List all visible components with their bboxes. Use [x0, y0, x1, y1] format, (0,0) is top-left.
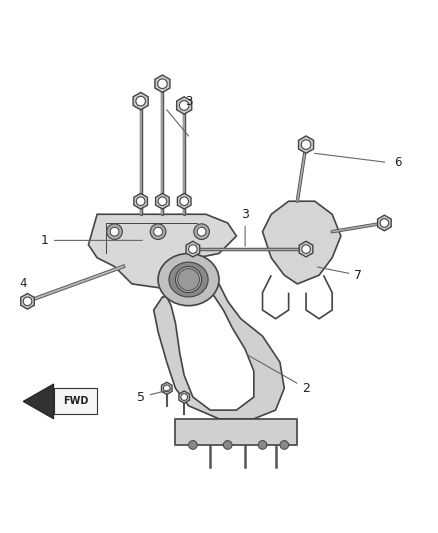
- Circle shape: [180, 101, 189, 110]
- Circle shape: [23, 297, 32, 305]
- Circle shape: [136, 197, 145, 206]
- Circle shape: [181, 394, 187, 400]
- Circle shape: [223, 441, 232, 449]
- Text: 3: 3: [185, 95, 192, 108]
- Circle shape: [380, 219, 389, 227]
- Text: 3: 3: [241, 208, 249, 246]
- Circle shape: [180, 197, 188, 206]
- Polygon shape: [154, 275, 284, 419]
- Circle shape: [189, 245, 197, 253]
- Circle shape: [178, 269, 199, 290]
- Circle shape: [110, 228, 119, 236]
- Circle shape: [197, 228, 206, 236]
- Circle shape: [301, 140, 311, 149]
- Polygon shape: [88, 214, 237, 288]
- Circle shape: [188, 441, 197, 449]
- Text: 6: 6: [394, 156, 401, 168]
- Circle shape: [154, 228, 162, 236]
- Circle shape: [163, 385, 170, 392]
- Circle shape: [176, 266, 201, 293]
- Circle shape: [194, 224, 209, 239]
- Polygon shape: [23, 384, 53, 419]
- Circle shape: [107, 224, 122, 239]
- Text: 1: 1: [41, 234, 142, 247]
- Circle shape: [150, 224, 166, 239]
- Text: 7: 7: [318, 267, 362, 282]
- Text: 5: 5: [137, 389, 173, 403]
- Circle shape: [158, 197, 167, 206]
- FancyBboxPatch shape: [53, 389, 97, 415]
- Polygon shape: [262, 201, 341, 284]
- Circle shape: [280, 441, 289, 449]
- Text: FWD: FWD: [63, 397, 88, 407]
- Text: 2: 2: [247, 355, 310, 395]
- Polygon shape: [176, 419, 297, 445]
- Text: 4: 4: [19, 277, 27, 290]
- Circle shape: [158, 79, 167, 88]
- Circle shape: [136, 96, 145, 106]
- Ellipse shape: [169, 262, 208, 297]
- Ellipse shape: [158, 254, 219, 305]
- Circle shape: [302, 245, 311, 253]
- Circle shape: [258, 441, 267, 449]
